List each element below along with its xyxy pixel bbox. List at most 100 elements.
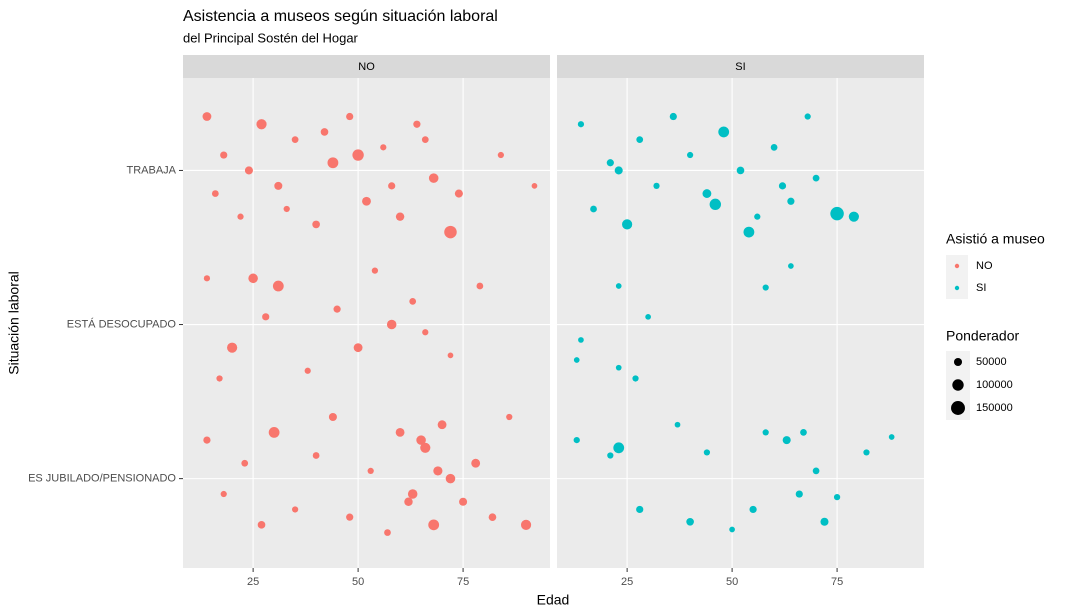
point <box>328 412 337 422</box>
point <box>407 489 418 499</box>
facet-label: NO <box>358 61 375 73</box>
legend-size-symbol <box>953 357 963 367</box>
point <box>386 319 397 330</box>
legend-label: 100000 <box>976 379 1013 391</box>
point <box>709 198 721 211</box>
point <box>416 435 426 445</box>
x-tick-label: 50 <box>726 576 738 588</box>
facet-strip <box>183 55 550 78</box>
point <box>283 205 290 213</box>
point <box>782 436 791 445</box>
y-tick-label: ESTÁ DESOCUPADO <box>67 317 177 330</box>
point <box>812 467 820 475</box>
point <box>447 352 454 359</box>
point <box>615 283 622 289</box>
point <box>404 497 413 506</box>
x-tick-label: 25 <box>247 576 259 588</box>
y-axis-title: Situación laboral <box>6 271 22 375</box>
point <box>333 305 341 313</box>
point <box>778 182 787 190</box>
point <box>787 197 795 205</box>
legend-label: NO <box>976 260 993 272</box>
panel-background <box>183 78 550 568</box>
point <box>352 149 364 161</box>
point <box>820 517 829 526</box>
point <box>220 490 227 498</box>
point <box>395 212 405 221</box>
legend-label: SI <box>976 282 986 294</box>
point <box>863 449 870 456</box>
point <box>476 282 484 290</box>
point <box>437 420 447 430</box>
point <box>445 473 456 484</box>
point <box>531 183 538 189</box>
point <box>380 144 387 151</box>
point <box>674 421 681 428</box>
legend-symbol <box>954 285 960 291</box>
point <box>749 505 757 514</box>
x-tick-label: 75 <box>831 576 843 588</box>
point <box>384 529 391 536</box>
legend-symbol <box>954 263 960 269</box>
point <box>471 458 481 468</box>
x-tick-label: 50 <box>352 576 364 588</box>
point <box>428 519 440 531</box>
point <box>686 517 694 526</box>
point <box>613 442 625 454</box>
point <box>362 196 371 206</box>
point <box>203 436 211 444</box>
legend-label: 50000 <box>976 356 1007 368</box>
x-axis-title: Edad <box>537 592 570 608</box>
point <box>304 367 311 374</box>
point <box>762 429 769 436</box>
point <box>256 119 267 130</box>
point <box>454 189 463 198</box>
point <box>248 273 258 284</box>
y-tick-label: ES JUBILADO/PENSIONADO <box>28 473 176 485</box>
point <box>312 452 320 459</box>
point <box>291 506 299 513</box>
point <box>211 190 219 197</box>
point <box>274 181 283 190</box>
chart-title: Asistencia a museos según situación labo… <box>183 8 498 25</box>
point <box>371 267 379 274</box>
point <box>420 442 431 453</box>
point <box>800 429 807 436</box>
point <box>669 112 677 121</box>
point <box>636 136 644 144</box>
point <box>848 211 859 222</box>
point <box>395 427 405 437</box>
point <box>421 136 429 144</box>
point <box>216 375 223 382</box>
x-tick-label: 75 <box>457 576 469 588</box>
point <box>645 313 651 320</box>
y-tick-label: TRABAJA <box>126 164 176 176</box>
point <box>367 467 374 475</box>
point <box>520 519 532 530</box>
point <box>718 126 730 138</box>
point <box>788 263 794 269</box>
point <box>607 452 614 459</box>
point <box>686 151 694 159</box>
point <box>346 513 354 521</box>
point <box>312 220 320 229</box>
point <box>615 364 622 371</box>
point <box>388 182 396 190</box>
point <box>244 166 253 175</box>
point <box>444 225 457 239</box>
point <box>573 436 580 444</box>
point <box>459 497 468 506</box>
point <box>488 513 497 521</box>
facet-label: SI <box>735 61 745 73</box>
point <box>203 275 211 282</box>
point <box>262 313 270 321</box>
point <box>577 121 585 128</box>
point <box>762 284 769 291</box>
point <box>409 298 417 305</box>
legend-title: Asistió a museo <box>946 231 1045 247</box>
point <box>590 205 597 213</box>
point <box>770 143 778 151</box>
point <box>736 166 745 175</box>
point <box>804 113 811 120</box>
